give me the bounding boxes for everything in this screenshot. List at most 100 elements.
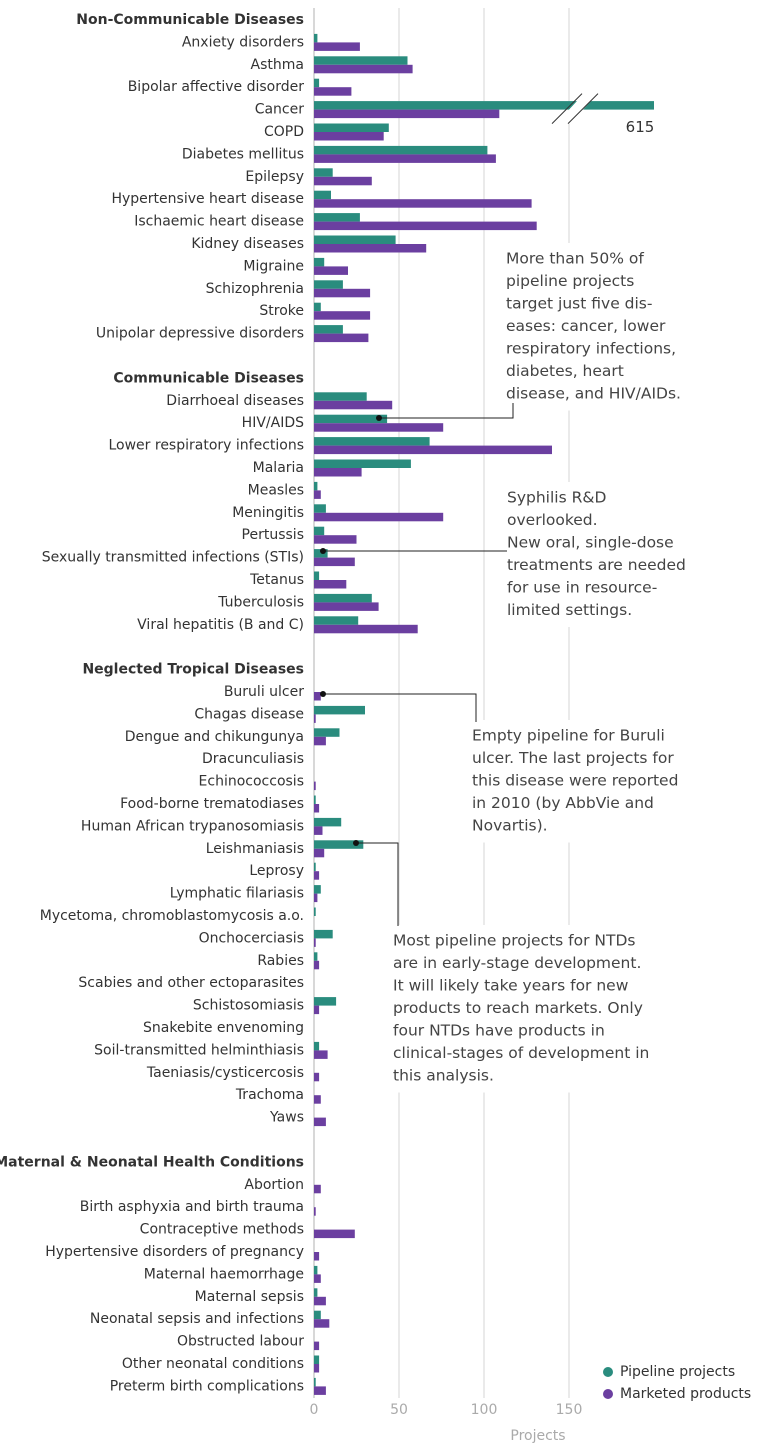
axis-break (551, 93, 583, 124)
bar (314, 1355, 320, 1364)
y-tick-label: Yaws (269, 1110, 304, 1126)
y-tick-label: Dracunculiasis (202, 751, 304, 767)
y-tick-label: Ischaemic heart disease (134, 214, 304, 230)
bar (314, 109, 500, 119)
bar (314, 132, 384, 141)
bar (314, 244, 427, 253)
x-axis-label: Projects (510, 1428, 565, 1443)
y-tick-label: Birth asphyxia and birth trauma (80, 1199, 304, 1215)
data-label: 615 (626, 118, 655, 136)
annotation: New oral, single-dose (507, 534, 674, 552)
y-tick-label: Schistosomiasis (193, 998, 304, 1014)
y-tick-label: Other neonatal conditions (122, 1356, 304, 1372)
bar (314, 885, 321, 894)
bar (314, 235, 396, 244)
bar (314, 213, 360, 222)
y-tick-label: Chagas disease (194, 706, 304, 722)
y-tick-label: Lower respiratory infections (108, 438, 304, 454)
bar (314, 907, 316, 916)
bar (314, 311, 371, 320)
bar (314, 333, 369, 343)
annotation-bg (466, 720, 726, 843)
bar (314, 1041, 320, 1051)
bar (314, 392, 367, 401)
annotation: disease, and HIV/AIDs. (506, 385, 681, 403)
bar (314, 1265, 318, 1275)
bar (314, 1310, 321, 1320)
bar (314, 459, 411, 468)
leader-dot (376, 415, 382, 421)
x-tick-label: 150 (556, 1402, 583, 1418)
annotation: Most pipeline projects for NTDs (393, 932, 635, 950)
annotation: pipeline projects (506, 272, 634, 290)
bar (314, 817, 342, 827)
y-tick-label: Trachoma (235, 1087, 304, 1103)
bar (314, 33, 318, 43)
bar (314, 893, 318, 903)
y-tick-label: Neonatal sepsis and infections (90, 1311, 304, 1327)
axis-break (556, 95, 596, 124)
bar (314, 87, 352, 96)
bar (314, 145, 488, 155)
y-tick-label: Tuberculosis (217, 594, 304, 610)
y-tick-label: Tetanus (249, 572, 304, 588)
y-tick-label: Obstructed labour (177, 1334, 304, 1350)
bar (314, 414, 388, 424)
leader-dot (353, 840, 359, 846)
annotation: this disease were reported (472, 772, 678, 790)
bar (314, 400, 393, 410)
y-tick-label: Mycetoma, chromoblastomycosis a.o. (40, 908, 304, 924)
bar (314, 257, 325, 267)
y-tick-label: Unipolar depressive disorders (96, 326, 304, 342)
y-tick-label: Measles (248, 482, 304, 498)
bar (314, 602, 379, 611)
bar (314, 78, 320, 88)
group-header: Maternal & Neonatal Health Conditions (0, 1154, 304, 1170)
annotation: Empty pipeline for Buruli (472, 727, 665, 745)
y-tick-label: COPD (264, 124, 304, 140)
bar (314, 1117, 326, 1127)
y-tick-label: Buruli ulcer (224, 684, 304, 700)
bar (314, 938, 316, 947)
bar (314, 56, 408, 65)
bar (314, 1229, 355, 1239)
annotation: treatments are needed (507, 556, 686, 574)
annotation-bg (387, 925, 677, 1093)
y-tick-label: Cancer (255, 102, 305, 118)
bar (314, 437, 430, 446)
annotation: eases: cancer, lower (506, 317, 666, 335)
annotation: More than 50% of (506, 250, 644, 268)
y-tick-label: Onchocerciasis (199, 930, 304, 946)
y-tick-label: Malaria (253, 460, 304, 476)
bar (314, 580, 347, 589)
axis-break (567, 93, 599, 124)
bar (314, 190, 331, 200)
bar (314, 512, 444, 522)
y-tick-label: Rabies (257, 953, 304, 969)
bar (314, 1274, 321, 1283)
y-tick-label: Bipolar affective disorder (128, 79, 305, 95)
x-tick-label: 100 (471, 1402, 498, 1418)
annotation: Syphilis R&D (507, 489, 606, 507)
bar (314, 490, 321, 499)
annotation: products to reach markets. Only (393, 999, 643, 1017)
bar (314, 692, 321, 701)
bar (314, 468, 362, 477)
annotation: four NTDs have products in (393, 1022, 605, 1040)
bar (314, 154, 496, 163)
legend-swatch (603, 1367, 613, 1377)
group-header: Communicable Diseases (113, 370, 304, 386)
bar (314, 557, 355, 567)
bar (314, 423, 444, 432)
bar (314, 736, 326, 746)
bar (314, 199, 532, 208)
y-tick-label: Preterm birth complications (110, 1378, 304, 1394)
annotation-bg (501, 482, 726, 627)
bar (314, 535, 357, 544)
bar (314, 1319, 330, 1328)
bar (314, 1005, 320, 1015)
y-tick-label: Maternal haemorrhage (144, 1266, 304, 1282)
bar (314, 571, 320, 580)
bar (314, 804, 320, 813)
